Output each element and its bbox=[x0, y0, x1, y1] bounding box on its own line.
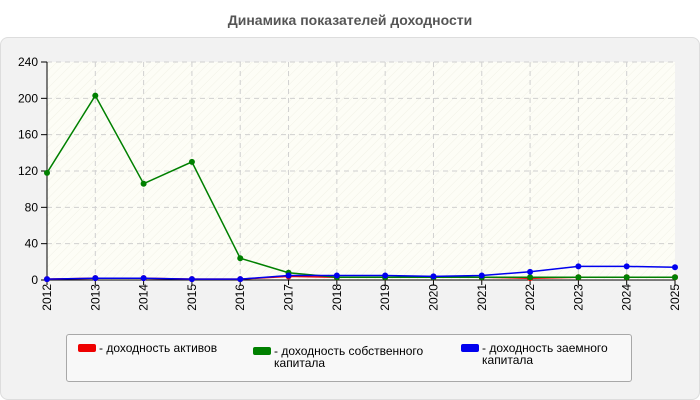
legend: - доходность активов - доходность собств… bbox=[66, 334, 632, 382]
x-tick-label: 2021 bbox=[475, 284, 489, 311]
x-tick-label: 2024 bbox=[620, 284, 634, 311]
data-point-debt bbox=[188, 276, 195, 283]
data-point-debt bbox=[382, 272, 389, 279]
x-tick-label: 2022 bbox=[523, 284, 537, 311]
data-point-debt bbox=[430, 273, 437, 280]
data-point-equity bbox=[575, 274, 582, 281]
x-tick-label: 2023 bbox=[571, 284, 585, 311]
data-point-debt bbox=[575, 263, 582, 270]
data-point-debt bbox=[237, 276, 244, 283]
series-debt bbox=[44, 263, 678, 283]
legend-label-assets: - доходность активов bbox=[99, 341, 218, 355]
x-tick-label: 2017 bbox=[282, 284, 296, 311]
x-tick-label: 2019 bbox=[378, 284, 392, 311]
data-point-debt bbox=[478, 272, 485, 279]
x-tick-label: 2012 bbox=[40, 284, 54, 311]
x-tick-label: 2016 bbox=[233, 284, 247, 311]
data-point-debt bbox=[92, 275, 99, 282]
data-point-debt bbox=[623, 263, 630, 270]
data-point-equity bbox=[623, 274, 630, 281]
axes: 0 40 80 120 160 200 240 2012 2013 2014 2015 2016 201… bbox=[18, 55, 682, 311]
x-tick-label: 2025 bbox=[668, 284, 682, 311]
x-tick-label: 2015 bbox=[185, 284, 199, 311]
y-tick-label: 120 bbox=[18, 164, 38, 178]
data-point-debt bbox=[333, 272, 340, 279]
data-point-equity bbox=[672, 274, 678, 281]
y-tick-label: 200 bbox=[18, 91, 38, 105]
x-tick-label: 2020 bbox=[426, 284, 440, 311]
chart-title: Динамика показателей доходности bbox=[227, 12, 473, 28]
y-tick-label: 160 bbox=[18, 128, 38, 142]
y-tick-label: 240 bbox=[18, 55, 38, 69]
x-tick-label: 2013 bbox=[88, 284, 102, 311]
data-point-equity bbox=[188, 158, 195, 165]
data-point-debt bbox=[672, 264, 678, 271]
data-point-debt bbox=[527, 268, 534, 275]
data-point-debt bbox=[285, 272, 292, 279]
y-tick-label: 40 bbox=[25, 237, 39, 251]
data-point-equity bbox=[527, 274, 534, 281]
data-point-equity bbox=[237, 255, 244, 262]
series-line-debt bbox=[46, 265, 676, 280]
data-point-debt bbox=[140, 275, 147, 282]
series-group bbox=[44, 92, 678, 283]
legend-label-debt: - доходность заемного капитала bbox=[482, 341, 608, 367]
legend-swatch-equity bbox=[253, 347, 271, 355]
y-tick-label: 80 bbox=[25, 200, 39, 214]
x-tick-label: 2018 bbox=[330, 284, 344, 311]
x-tick-label: 2014 bbox=[137, 284, 151, 311]
legend-swatch-assets bbox=[78, 344, 96, 352]
legend-swatch-debt bbox=[461, 344, 479, 352]
data-point-equity bbox=[140, 180, 147, 187]
legend-label-equity: - доходность собственного капитала bbox=[274, 344, 424, 370]
series-line-equity bbox=[46, 94, 675, 279]
y-tick-label: 0 bbox=[31, 273, 38, 287]
data-point-debt bbox=[44, 276, 50, 283]
data-point-equity bbox=[92, 92, 99, 99]
data-point-equity bbox=[44, 169, 50, 176]
